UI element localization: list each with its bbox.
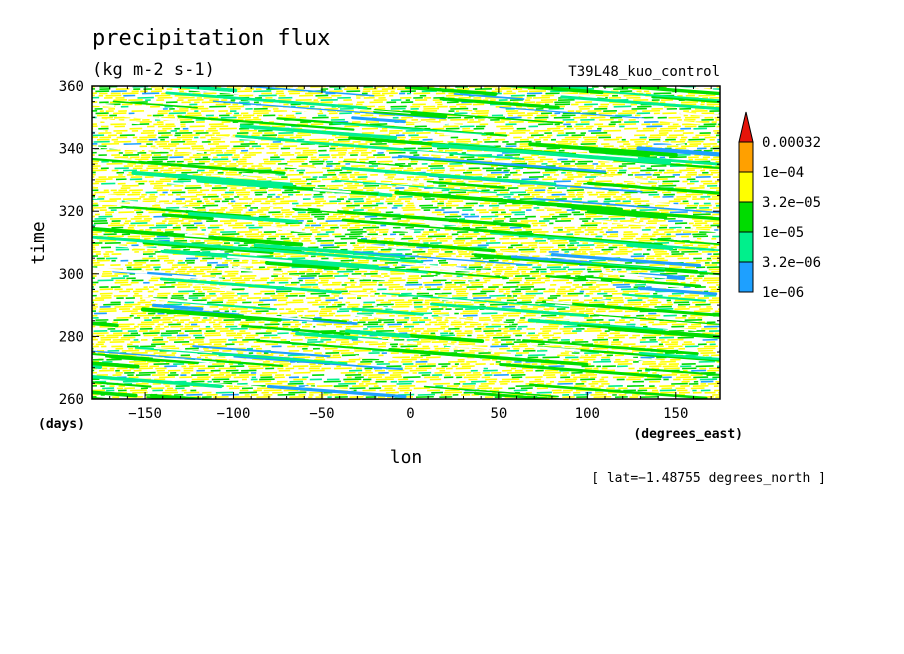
precipitation-field (92, 86, 720, 399)
chart-units: (kg m-2 s-1) (92, 60, 215, 80)
chart-title: precipitation flux (92, 26, 330, 51)
experiment-label: T39L48_kuo_control (568, 64, 720, 80)
